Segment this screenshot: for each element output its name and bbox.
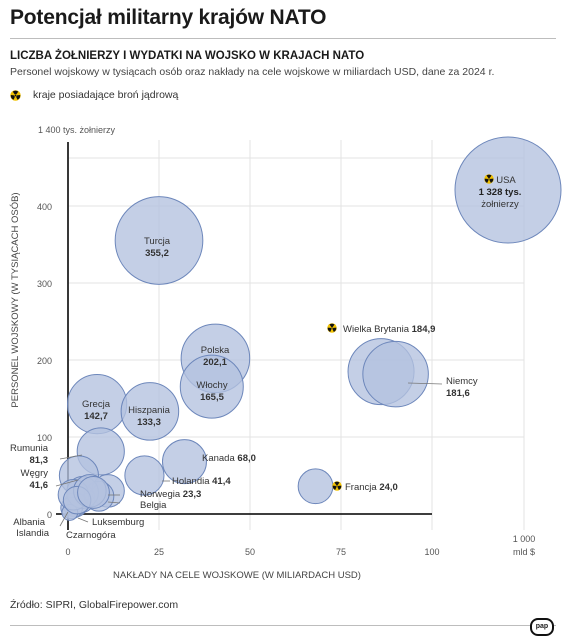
bubble [114, 196, 204, 285]
bubble [120, 382, 180, 441]
point-label: Norwegia 23,3 [140, 489, 201, 500]
point-label: Grecja 142,7 [82, 399, 111, 422]
point-label: Islandia [16, 528, 49, 539]
y-tick-label: 0 [47, 510, 52, 520]
point-label: Albania [13, 517, 45, 528]
leader-line [77, 517, 89, 523]
nuclear-icon [484, 174, 494, 184]
point-label: Luksemburg [92, 517, 144, 528]
leader-line [55, 479, 79, 487]
y-tick-label: 300 [37, 279, 52, 289]
chart-subtitle: LICZBA ŻOŁNIERZY I WYDATKI NA WOJSKO W K… [10, 50, 365, 62]
point-label: Polska 202,1 [201, 345, 230, 368]
point-label: Hiszpania 133,3 [128, 405, 170, 428]
y-tick-label-top: 1 400 tys. żołnierzy [38, 125, 116, 135]
point-label: Turcja 355,2 [144, 236, 171, 259]
point-label: Niemcy 181,6 [446, 376, 478, 399]
point-label: Wielka Brytania 184,9 [343, 324, 435, 335]
point-label: Węgry 41,6 [21, 468, 49, 491]
x-axis-title: NAKŁADY NA CELE WOJSKOWE (W MILIARDACH U… [113, 570, 361, 581]
point-label: Rumunia 81,3 [10, 443, 49, 466]
leader-line [59, 511, 69, 527]
bubble [362, 340, 429, 408]
leader-line [107, 501, 121, 504]
x-unit-label: mld $ [513, 547, 535, 557]
y-tick-label: 200 [37, 356, 52, 366]
pap-logo: pap [530, 618, 554, 636]
x-tick-label: 50 [245, 547, 255, 557]
footer-divider [10, 625, 556, 626]
title-divider [10, 38, 556, 39]
x-tick-label: 75 [336, 547, 346, 557]
x-tick-label-top: 1 000 [513, 534, 536, 544]
leader-line [59, 454, 83, 460]
bubble [161, 439, 207, 485]
y-axis-title: PERSONEL WOJSKOWY (W TYSIĄCACH OSÓB) [10, 192, 21, 407]
point-label: Belgia [140, 500, 167, 511]
nuclear-icon [327, 323, 337, 333]
page-title: Potencjał militarny krajów NATO [10, 6, 327, 29]
usa-name-label: USA [496, 175, 516, 186]
bubble [297, 468, 334, 505]
bubble [77, 476, 110, 509]
legend-label: kraje posiadające broń jądrową [33, 89, 179, 101]
x-tick-label: 0 [65, 547, 70, 557]
point-label: Francja 24,0 [345, 482, 398, 493]
point-label: Holandia 41,4 [172, 476, 231, 487]
point-label: Włochy 165,5 [196, 380, 227, 403]
legend: kraje posiadające broń jądrową [10, 89, 178, 101]
x-tick-label: 25 [154, 547, 164, 557]
chart-description: Personel wojskowy w tysiącach osób oraz … [10, 66, 495, 78]
nuclear-icon [10, 89, 21, 101]
bubble [179, 354, 244, 419]
y-tick-label: 100 [37, 433, 52, 443]
leader-line [407, 382, 443, 385]
source-note: Źródło: SIPRI, GlobalFirepower.com [10, 599, 179, 611]
usa-value-label: 1 328 tys. [479, 187, 522, 198]
bubble [124, 455, 165, 496]
y-tick-label: 400 [37, 202, 52, 212]
nuclear-icon [332, 481, 342, 491]
usa-unit-label: żołnierzy [481, 199, 519, 210]
x-tick-label: 100 [424, 547, 439, 557]
point-label: Czarnogóra [66, 530, 116, 541]
bubble [454, 136, 562, 244]
point-label: Kanada 68,0 [202, 453, 256, 464]
